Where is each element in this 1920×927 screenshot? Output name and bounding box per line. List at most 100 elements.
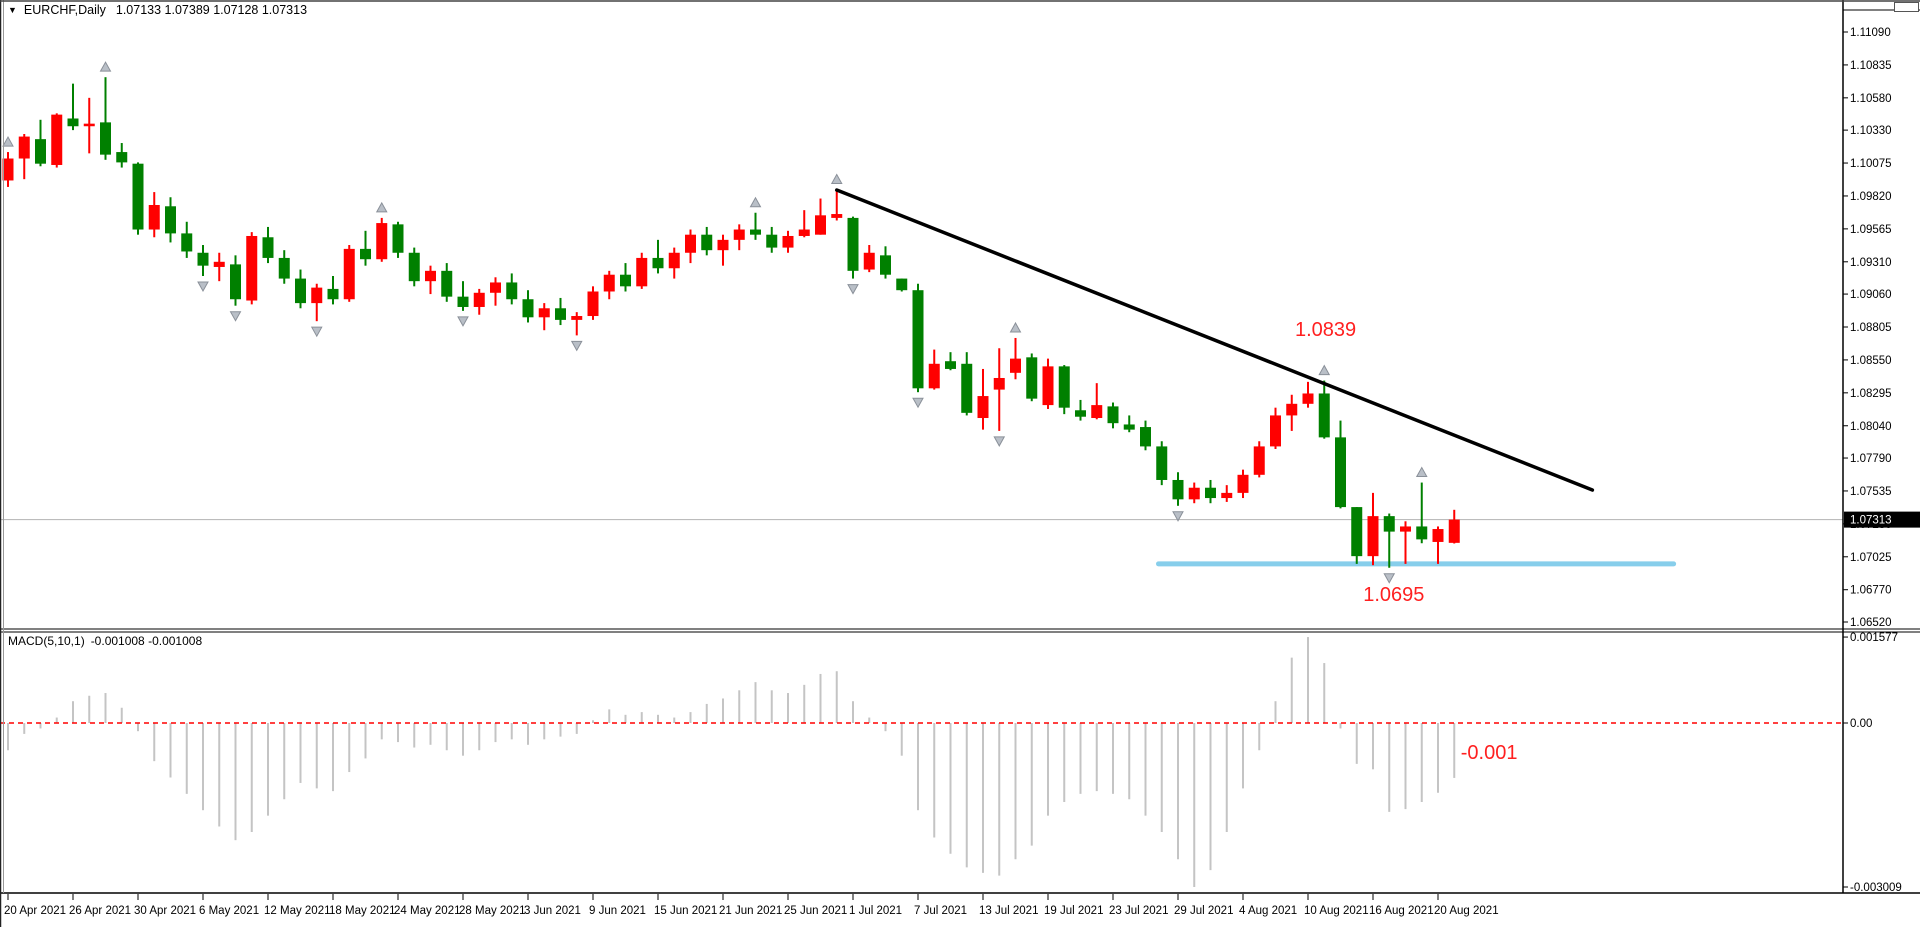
candle-bull[interactable]	[717, 239, 729, 251]
candle-bear[interactable]	[847, 217, 859, 271]
candle-bear[interactable]	[961, 363, 973, 413]
candle-bull[interactable]	[473, 292, 485, 307]
candle-bull[interactable]	[1400, 526, 1411, 532]
price-tick-label: 1.08295	[1850, 388, 1892, 400]
candle-bear[interactable]	[620, 274, 631, 287]
candle-bear[interactable]	[230, 264, 241, 300]
candle-bull[interactable]	[1221, 492, 1233, 499]
candle-bull[interactable]	[571, 316, 583, 320]
candle-bear[interactable]	[1107, 406, 1119, 424]
candle-bear[interactable]	[1075, 410, 1086, 417]
candle-bear[interactable]	[766, 234, 778, 248]
candle-bear[interactable]	[1351, 507, 1363, 557]
candle-bear[interactable]	[912, 290, 924, 389]
candle-bull[interactable]	[977, 396, 989, 419]
candle-bull[interactable]	[636, 257, 648, 287]
candle-bear[interactable]	[880, 255, 891, 275]
fractal-up-icon	[830, 173, 843, 185]
candle-bull[interactable]	[603, 274, 615, 292]
candle-bear[interactable]	[392, 224, 404, 253]
candle-bull[interactable]	[1010, 358, 1021, 373]
candle-bull[interactable]	[831, 214, 843, 218]
candle-bear[interactable]	[1335, 437, 1346, 508]
candle-bear[interactable]	[1156, 446, 1168, 480]
candle-bear[interactable]	[327, 288, 339, 300]
candle-bull[interactable]	[246, 235, 258, 301]
candle-bear[interactable]	[262, 237, 274, 258]
price-annotation[interactable]: 1.0839	[1295, 319, 1357, 342]
candle-bull[interactable]	[1367, 516, 1379, 557]
window-control-box[interactable]	[1894, 2, 1919, 12]
candle-bear[interactable]	[750, 229, 761, 235]
candle-bull[interactable]	[668, 252, 680, 269]
candle-bear[interactable]	[67, 118, 79, 127]
candle-bull[interactable]	[1270, 415, 1281, 447]
candle-bull[interactable]	[2, 158, 14, 181]
candle-bear[interactable]	[278, 257, 290, 279]
candle-bull[interactable]	[1237, 474, 1249, 493]
candle-bear[interactable]	[197, 252, 209, 266]
candle-bull[interactable]	[928, 363, 940, 389]
candle-bull[interactable]	[51, 114, 63, 165]
candle-bull[interactable]	[538, 308, 550, 318]
candle-bull[interactable]	[425, 270, 436, 282]
candle-bull[interactable]	[685, 234, 696, 253]
candle-bear[interactable]	[408, 252, 420, 282]
macd-annotation[interactable]: -0.001	[1460, 741, 1518, 764]
candle-bear[interactable]	[1140, 427, 1151, 447]
candle-bear[interactable]	[1123, 424, 1135, 430]
candle-bull[interactable]	[863, 252, 875, 270]
candle-bull[interactable]	[148, 204, 160, 230]
candle-bear[interactable]	[441, 270, 453, 297]
candle-bear[interactable]	[555, 308, 566, 320]
candle-bear[interactable]	[1058, 366, 1070, 408]
candle-bear[interactable]	[116, 152, 128, 163]
candle-bear[interactable]	[100, 122, 111, 155]
symbol-dropdown-icon[interactable]: ▼	[8, 5, 17, 15]
candle-bull[interactable]	[83, 123, 95, 127]
candle-bull[interactable]	[782, 235, 794, 248]
candle-bull[interactable]	[18, 136, 30, 159]
candle-bear[interactable]	[945, 361, 956, 369]
trendline[interactable]	[835, 188, 1595, 492]
candle-bull[interactable]	[1432, 529, 1444, 542]
candle-bull[interactable]	[993, 377, 1005, 390]
candle-bull[interactable]	[311, 287, 323, 304]
candle-bear[interactable]	[165, 206, 176, 234]
candle-bull[interactable]	[1253, 446, 1265, 475]
candle-bear[interactable]	[1318, 393, 1330, 438]
candle-bear[interactable]	[652, 257, 664, 269]
candle-bear[interactable]	[1205, 487, 1216, 499]
candle-bull[interactable]	[815, 215, 826, 235]
candle-bear[interactable]	[896, 278, 908, 291]
price-tick-label: 1.08040	[1850, 421, 1892, 433]
price-annotation[interactable]: 1.0695	[1363, 583, 1425, 606]
candle-bull[interactable]	[376, 223, 388, 260]
candle-bull[interactable]	[798, 229, 810, 236]
candle-bear[interactable]	[181, 233, 193, 252]
candle-bear[interactable]	[1383, 516, 1395, 532]
candle-bear[interactable]	[522, 299, 534, 318]
candle-bull[interactable]	[490, 282, 501, 293]
candle-bear[interactable]	[295, 278, 306, 304]
candle-bull[interactable]	[733, 229, 745, 240]
candle-bull[interactable]	[587, 291, 599, 317]
candle-bear[interactable]	[1026, 357, 1038, 399]
candle-bull[interactable]	[1302, 393, 1314, 404]
candle-bear[interactable]	[1416, 526, 1428, 540]
candle-bull[interactable]	[1042, 366, 1054, 406]
candle-bull[interactable]	[213, 261, 225, 267]
candle-bear[interactable]	[132, 163, 144, 230]
candle-bull[interactable]	[1188, 487, 1200, 500]
candle-bear[interactable]	[506, 282, 518, 300]
candle-bear[interactable]	[1172, 479, 1184, 500]
candle-bear[interactable]	[360, 248, 371, 260]
candle-bear[interactable]	[35, 139, 46, 164]
candle-bear[interactable]	[701, 234, 713, 251]
candle-bear[interactable]	[457, 296, 469, 307]
candle-bull[interactable]	[1448, 519, 1460, 543]
candle-bull[interactable]	[1091, 405, 1103, 419]
candle-bull[interactable]	[343, 248, 355, 300]
candle-bull[interactable]	[1286, 403, 1298, 416]
